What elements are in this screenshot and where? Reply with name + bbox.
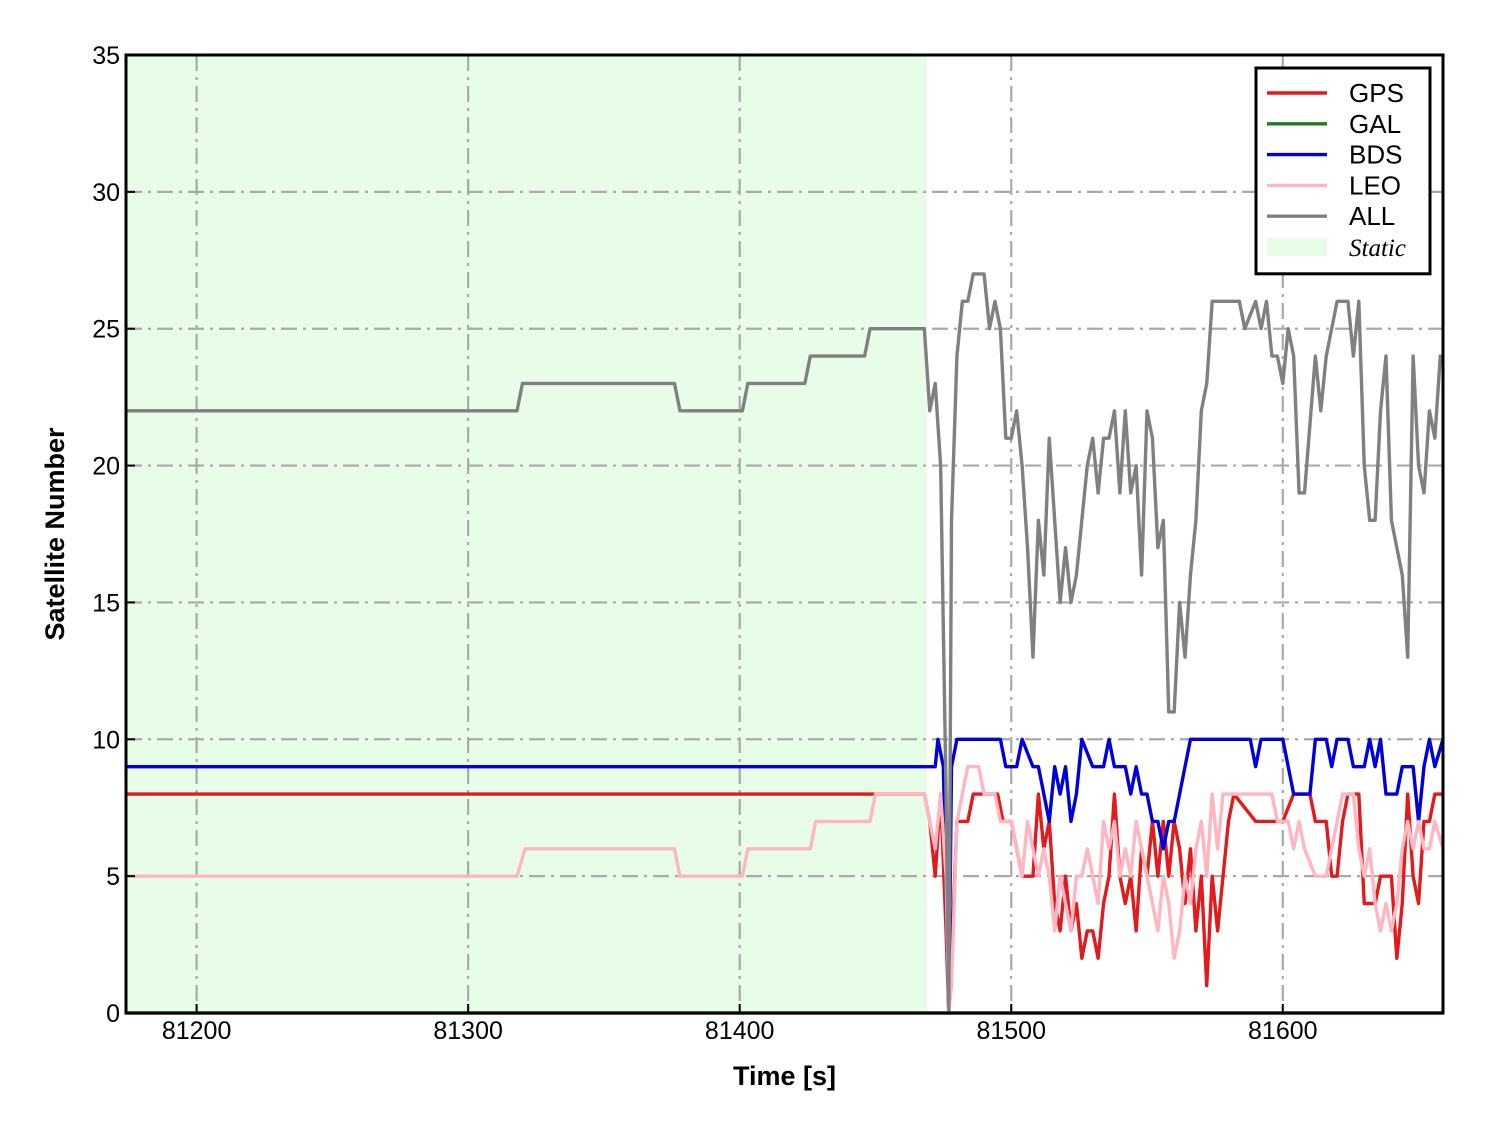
y-tick-label-30: 30 bbox=[92, 179, 120, 207]
x-tick-label-81200: 81200 bbox=[162, 1017, 232, 1045]
series-line-bds bbox=[126, 737, 1445, 1015]
tick-layer: 81200 81300 81400 81500 81600 0 5 10 15 20 25 30 35 bbox=[92, 42, 1317, 1045]
y-tick-label-0: 0 bbox=[106, 1000, 120, 1028]
legend-frame bbox=[1254, 66, 1432, 276]
legend-label-all: ALL bbox=[1349, 201, 1395, 231]
x-tick-label-81400: 81400 bbox=[705, 1017, 775, 1045]
legend-label-gal: GAL bbox=[1349, 109, 1401, 139]
legend-label-bds: BDS bbox=[1349, 140, 1402, 170]
legend-label-gps: GPS bbox=[1349, 78, 1404, 108]
y-tick-label-25: 25 bbox=[92, 316, 120, 344]
y-tick-label-35: 35 bbox=[92, 42, 120, 70]
x-tick-label-81500: 81500 bbox=[976, 1017, 1046, 1045]
x-axis-title: Time [s] bbox=[733, 1061, 836, 1091]
static-region-layer bbox=[126, 55, 928, 1013]
y-tick-label-10: 10 bbox=[92, 726, 120, 754]
y-tick-label-20: 20 bbox=[92, 453, 120, 481]
legend-label-leo: LEO bbox=[1349, 170, 1401, 200]
y-tick-label-5: 5 bbox=[106, 863, 120, 891]
shaded-region-static bbox=[126, 55, 928, 1013]
legend-swatch-static bbox=[1267, 238, 1327, 256]
legend-label-static: Static bbox=[1349, 235, 1406, 262]
series-line-all bbox=[126, 272, 1443, 1015]
x-tick-label-81300: 81300 bbox=[433, 1017, 503, 1045]
y-tick-label-15: 15 bbox=[92, 589, 120, 617]
x-tick-label-81600: 81600 bbox=[1248, 1017, 1318, 1045]
y-axis-title: Satellite Number bbox=[40, 427, 70, 641]
plot-frame bbox=[124, 53, 1445, 1015]
